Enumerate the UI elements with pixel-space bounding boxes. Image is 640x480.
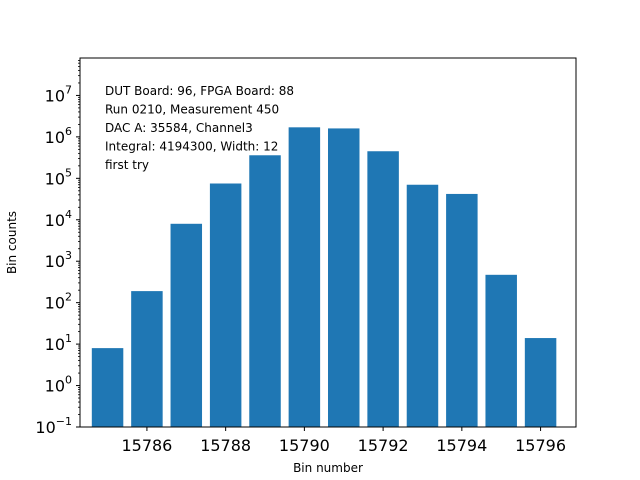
y-tick-label: 106 — [45, 125, 72, 147]
x-tick-label: 15794 — [436, 436, 487, 455]
y-tick-label: 104 — [45, 208, 72, 230]
y-tick-base: 10 — [45, 377, 65, 396]
x-tick-label: 15786 — [121, 436, 172, 455]
y-tick-base: 10 — [45, 335, 65, 354]
y-tick-label: 10−1 — [35, 415, 72, 437]
y-tick-label: 101 — [45, 332, 72, 354]
y-tick-label: 102 — [45, 291, 72, 313]
y-axis-label: Bin counts — [5, 211, 19, 274]
y-tick-label: 100 — [45, 374, 72, 396]
annotation-line: DUT Board: 96, FPGA Board: 88 — [105, 84, 294, 98]
annotation-line: Run 0210, Measurement 450 — [105, 103, 279, 117]
bar-15795 — [485, 274, 517, 427]
bar-15787 — [170, 223, 203, 427]
bar-15791 — [328, 128, 360, 428]
y-tick-exponent: 7 — [65, 83, 72, 96]
x-tick-label: 15788 — [200, 436, 251, 455]
x-tick-label: 15790 — [279, 436, 330, 455]
bar-15793 — [406, 184, 439, 427]
y-tick-base: 10 — [45, 211, 65, 230]
y-tick-base: 10 — [45, 86, 65, 105]
y-tick-exponent: 3 — [65, 249, 72, 262]
y-tick-exponent: 5 — [65, 166, 72, 179]
y-tick-base: 10 — [45, 128, 65, 147]
x-tick-label: 15792 — [358, 436, 409, 455]
y-tick-exponent: −1 — [56, 415, 72, 428]
y-tick-exponent: 4 — [65, 208, 72, 221]
y-tick-exponent: 1 — [65, 332, 72, 345]
y-tick-base: 10 — [45, 252, 65, 271]
bar-15794 — [446, 193, 478, 427]
y-tick-exponent: 0 — [65, 374, 72, 387]
y-tick-exponent: 6 — [65, 125, 72, 138]
bars-group — [91, 127, 557, 428]
y-tick-label: 105 — [45, 166, 72, 188]
bar-15786 — [131, 291, 163, 427]
y-tick-exponent: 2 — [65, 291, 72, 304]
y-tick-base: 10 — [35, 418, 55, 437]
x-axis-label: Bin number — [293, 461, 363, 475]
bar-15792 — [367, 151, 399, 427]
x-tick-label: 15796 — [515, 436, 566, 455]
annotation-line: DAC A: 35584, Channel3 — [105, 121, 253, 135]
y-tick-label: 107 — [45, 83, 72, 105]
y-tick-base: 10 — [45, 169, 65, 188]
y-tick-base: 10 — [45, 294, 65, 313]
annotation-line: Integral: 4194300, Width: 12 — [105, 140, 278, 154]
x-axis-ticks: 15786 15788 15790 15792 15794 15796 — [121, 427, 566, 455]
bar-15785 — [91, 348, 124, 427]
annotation-block: DUT Board: 96, FPGA Board: 88 Run 0210, M… — [105, 84, 294, 172]
y-tick-label: 103 — [45, 249, 72, 271]
bar-15789 — [249, 155, 281, 427]
bar-15790 — [288, 127, 321, 427]
bar-15796 — [524, 338, 557, 427]
bar-15788 — [209, 183, 242, 427]
annotation-line: first try — [105, 158, 149, 172]
plot-frame — [79, 57, 577, 428]
